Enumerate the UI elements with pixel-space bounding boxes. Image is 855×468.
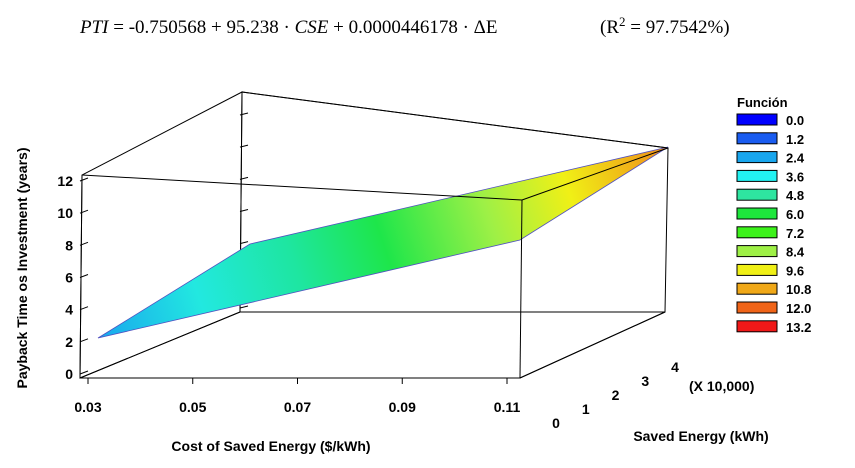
z-tick-label: 2 [65, 334, 73, 350]
r2-rest: = 97.7542%) [626, 17, 730, 38]
legend-swatch [737, 302, 777, 313]
y-axis-title: Saved Energy (kWh) [633, 428, 768, 444]
equation-dot-1: · [279, 17, 295, 38]
legend-swatch [737, 283, 777, 294]
equation-var-de: ΔE [474, 17, 498, 38]
legend-swatch [737, 114, 777, 125]
legend-swatch [737, 170, 777, 181]
equation-coef-de: 0.0000446178 [349, 17, 458, 38]
z-tick-label: 8 [65, 237, 73, 253]
z-tick-label: 10 [57, 205, 73, 221]
equation-coef-cse: 95.238 [227, 17, 279, 38]
equation-dot-2: · [458, 17, 474, 38]
x-tick-label: 0.09 [389, 399, 416, 415]
z-tick-label: 6 [65, 270, 73, 286]
legend-label: 2.4 [786, 151, 805, 166]
y-tick-label: 1 [582, 401, 590, 417]
y-tick-label: 0 [552, 415, 560, 431]
legend-label: 1.2 [786, 132, 804, 147]
equation-plus-2: + [328, 17, 348, 38]
legend: 0.0 1.2 2.4 3.6 4.8 6.0 7.2 8.4 9.6 10.8 12.0 13.2 [737, 113, 811, 335]
z-tick-label: 12 [57, 173, 73, 189]
top-back-edge [242, 92, 668, 148]
x-tick-label: 0.11 [494, 399, 521, 415]
y-axis-multiplier: (X 10,000) [689, 378, 754, 394]
x-tick-label: 0.07 [284, 399, 311, 415]
legend-label: 3.6 [786, 169, 804, 184]
x-axis-title: Cost of Saved Energy ($/kWh) [171, 438, 370, 454]
legend-swatch [737, 208, 777, 219]
legend-title: Función [737, 95, 788, 110]
floor-right-edge [520, 312, 665, 378]
x-tick-label: 0.03 [74, 399, 101, 415]
legend-label: 9.6 [786, 263, 804, 278]
legend-swatch [737, 264, 777, 275]
y-tick-label: 4 [671, 359, 679, 375]
z-back-tick [240, 242, 248, 244]
y-axis-ticks: 0 1 2 3 4 [552, 359, 679, 431]
legend-label: 7.2 [786, 226, 804, 241]
legend-label: 13.2 [786, 320, 811, 335]
equation-eq: = [109, 17, 129, 38]
equation-lhs: PTI [79, 17, 110, 38]
x-axis-ticks: 0.03 0.05 0.07 0.09 0.11 [74, 378, 520, 415]
equation-var-cse: CSE [295, 17, 329, 38]
legend-label: 10.8 [786, 282, 811, 297]
legend-swatch [737, 152, 777, 163]
legend-label: 4.8 [786, 188, 804, 203]
z-back-tick [240, 306, 248, 308]
y-tick-label: 2 [612, 387, 620, 403]
r2-open: (R [600, 17, 619, 38]
legend-label: 6.0 [786, 207, 804, 222]
z-tick-label: 0 [65, 366, 73, 382]
x-tick-label: 0.05 [179, 399, 206, 415]
legend-swatch [737, 227, 777, 238]
equation-plus-1: + [206, 17, 226, 38]
legend-swatch [737, 133, 777, 144]
legend-swatch [737, 321, 777, 332]
legend-label: 12.0 [786, 301, 811, 316]
equation-intercept: -0.750568 [129, 17, 207, 38]
legend-swatch [737, 246, 777, 257]
y-tick-label: 3 [641, 373, 649, 389]
r-squared: (R2 = 97.7542%) [600, 14, 730, 38]
legend-label: 8.4 [786, 245, 805, 260]
legend-label: 0.0 [786, 113, 804, 128]
z-axis-title: Payback Time os Investment (years) [14, 148, 30, 389]
legend-swatch [737, 189, 777, 200]
model-equation: PTI = -0.750568 + 95.238 · CSE + 0.00004… [79, 17, 498, 38]
z-tick-label: 4 [65, 302, 73, 318]
